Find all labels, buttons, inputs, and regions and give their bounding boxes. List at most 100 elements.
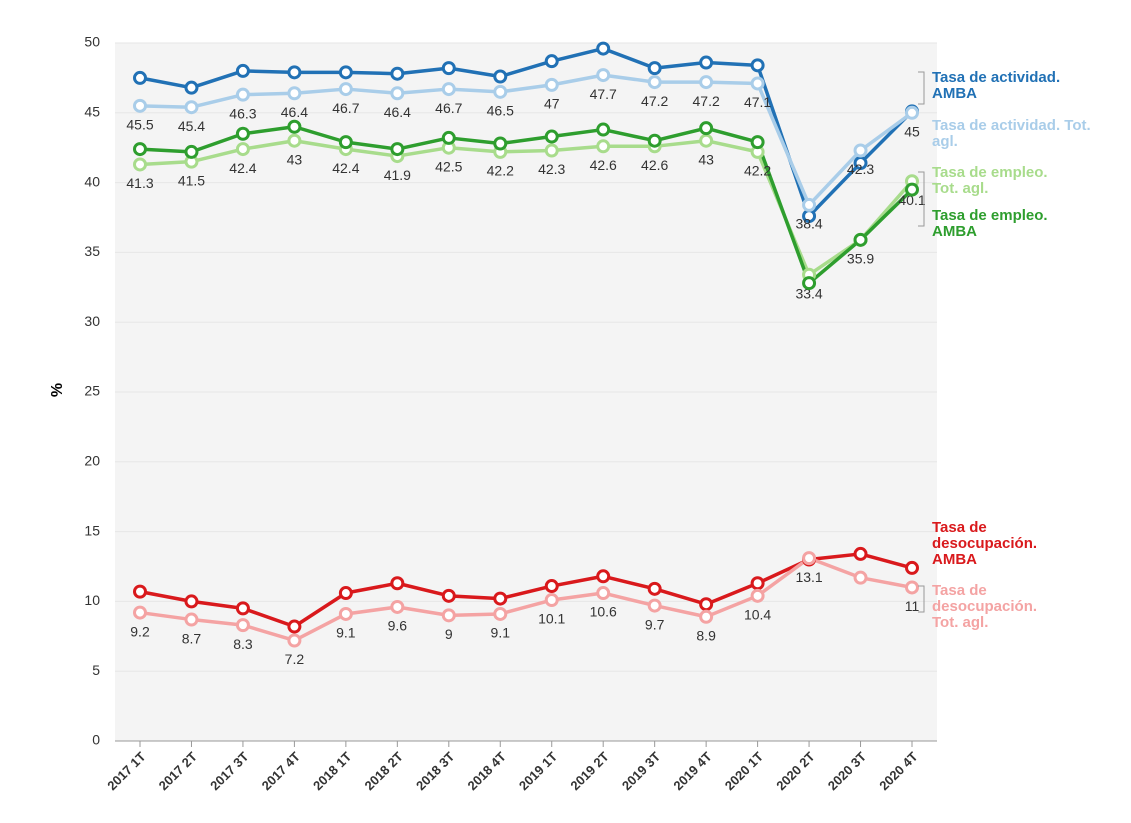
point [338,135,353,150]
point [338,586,353,601]
point [750,135,765,150]
data-label: 9.6 [388,618,408,634]
point [802,276,817,291]
point [441,588,456,603]
data-label: 10.4 [744,607,771,623]
data-label: 42.3 [538,161,565,177]
point [699,55,714,70]
data-label: 7.2 [285,651,305,667]
point [596,569,611,584]
data-label: 8.7 [182,630,202,646]
x-tick-label: 2017 4T [259,749,303,793]
data-label: 9.1 [336,625,356,641]
point [750,76,765,91]
data-label: 41.3 [126,175,153,191]
y-tick-label: 20 [84,453,100,469]
point [235,618,250,633]
legend-bracket [918,171,925,227]
point [853,232,868,247]
point [544,143,559,158]
point [287,633,302,648]
data-label: 42.2 [487,163,514,179]
x-tick-label: 2020 1T [722,749,766,793]
data-label: 47 [544,96,560,112]
data-label: 40.1 [898,192,925,208]
data-label: 46.5 [487,103,514,119]
point [596,68,611,83]
data-label: 8.3 [233,636,253,652]
point [647,581,662,596]
point [596,139,611,154]
y-tick-label: 30 [84,313,100,329]
point [390,576,405,591]
point [699,133,714,148]
data-label: 9.7 [645,616,665,632]
data-label: 13.1 [795,569,822,585]
x-tick-label: 2018 4T [464,749,508,793]
point [544,593,559,608]
data-label: 45 [904,124,920,140]
data-label: 46.4 [384,104,411,120]
point [133,605,147,620]
y-tick-label: 0 [92,732,100,748]
point [287,65,302,80]
x-tick-label: 2018 1T [310,749,354,793]
point [493,591,508,606]
point [699,75,714,90]
y-axis-label: % [49,383,66,397]
data-label: 45.4 [178,118,205,134]
x-tick-label: 2019 4T [670,749,714,793]
data-label: 41.5 [178,172,205,188]
point [905,182,919,197]
data-label: 10.6 [590,604,617,620]
data-label: 46.4 [281,104,308,120]
x-tick-label: 2017 3T [207,749,251,793]
data-label: 42.2 [744,163,771,179]
point [853,546,868,561]
point [853,156,868,171]
point [699,597,714,612]
point [853,570,868,585]
point [441,61,456,76]
data-label: 35.9 [847,251,874,267]
series-line [139,125,914,285]
point [544,54,559,69]
x-tick-label: 2020 4T [876,749,920,793]
point [441,82,456,97]
data-label: 42.6 [590,157,617,173]
point [390,86,405,101]
point [184,144,199,159]
point [544,129,559,144]
point [235,63,250,78]
y-tick-label: 5 [92,662,100,678]
data-label: 47.2 [641,93,668,109]
data-label: 46.7 [435,100,462,116]
point [544,579,559,594]
point [596,586,611,601]
point [184,80,199,95]
y-tick-label: 50 [84,34,100,50]
point [493,69,508,84]
point [750,58,765,73]
point [287,86,302,101]
legend-label: Tasa de empleo. AMBA [932,207,1048,240]
point [133,70,147,85]
data-label: 42.5 [435,158,462,174]
x-tick-label: 2019 3T [619,749,663,793]
point [390,142,405,157]
y-tick-label: 40 [84,173,100,189]
point [235,601,250,616]
data-label: 42.3 [847,161,874,177]
point [750,588,765,603]
data-label: 47.7 [590,86,617,102]
data-label: 47.2 [693,93,720,109]
x-tick-label: 2020 2T [773,749,817,793]
point [699,609,714,624]
point [338,65,353,80]
series-line [139,556,913,643]
point [647,133,662,148]
data-label: 42.4 [332,160,359,176]
point [647,75,662,90]
y-tick-label: 35 [84,243,100,259]
